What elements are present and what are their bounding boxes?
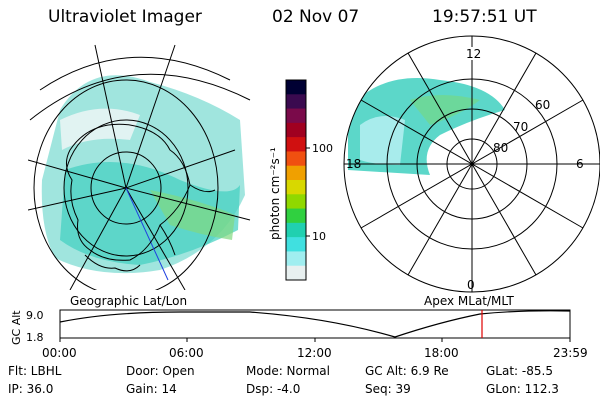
altitude-plot: 9.0 1.8 GC Alt <box>10 309 571 345</box>
coast-detail <box>84 254 141 272</box>
lat-circle <box>63 119 189 257</box>
xtick-label: 18:00 <box>424 346 459 360</box>
polar-emission-green <box>410 95 480 125</box>
meridians <box>28 44 251 290</box>
altitude-curve <box>59 310 571 338</box>
continent-outline <box>66 123 191 261</box>
xtick-label: 00:00 <box>42 346 77 360</box>
info-gcalt: GC Alt: 6.9 Re <box>365 364 449 378</box>
colorbar-cell <box>286 108 306 124</box>
ytick-label: 9.0 <box>26 309 44 322</box>
instrument-title: Ultraviolet Imager <box>48 7 202 27</box>
info-glat: GLat: -85.5 <box>486 364 553 378</box>
lat-arc <box>29 73 251 121</box>
colorbar-cell <box>286 265 306 281</box>
mlt-label-0: 0 <box>467 278 475 292</box>
colorbar-tick-label: 10 <box>312 230 326 243</box>
colorbar-unit-label: photon cm⁻²s⁻¹ <box>268 147 282 240</box>
info-dsp: Dsp: -4.0 <box>246 382 301 396</box>
colorbar-tick-label: 100 <box>312 142 333 155</box>
time-label: 19:57:51 UT <box>432 7 537 27</box>
emission-green <box>150 190 235 240</box>
colorbar-cell <box>286 122 306 138</box>
colorbar-cell <box>286 237 306 252</box>
info-flt: Flt: LBHL <box>8 364 62 378</box>
left-panel-label: Geographic Lat/Lon <box>70 294 188 308</box>
mlt-label-12: 12 <box>466 47 481 61</box>
polar-emission-faint <box>360 116 405 165</box>
polar-plot: 12 6 18 0 60 70 80 <box>343 35 600 293</box>
lat-circle <box>33 79 219 290</box>
mlat-label-80: 80 <box>493 141 508 155</box>
xtick-label: 12:00 <box>297 346 332 360</box>
altitude-ylabel: GC Alt <box>10 310 23 345</box>
colorbar-cell <box>286 251 306 267</box>
xtick-label: 06:00 <box>169 346 204 360</box>
lat-circle <box>90 151 162 225</box>
info-mode: Mode: Normal <box>246 364 330 378</box>
info-seq: Seq: 39 <box>365 382 411 396</box>
info-glon: GLon: 112.3 <box>486 382 559 396</box>
lat-arc <box>39 56 231 91</box>
colorbar: 100 10 photon cm⁻²s⁻¹ <box>268 79 333 281</box>
colorbar-cell <box>286 222 306 238</box>
colorbar-cell <box>286 80 306 95</box>
terminator-line <box>125 187 169 281</box>
date-label: 02 Nov 07 <box>272 7 360 27</box>
colorbar-cell <box>286 94 306 110</box>
mlt-label-18: 18 <box>346 157 361 171</box>
coast-detail <box>159 224 176 256</box>
xtick-label: 23:59 <box>553 346 588 360</box>
colorbar-cell <box>286 165 306 181</box>
mlat-label-70: 70 <box>513 120 528 134</box>
mlt-lines <box>344 36 600 292</box>
emission-faint <box>60 108 140 150</box>
info-gain: Gain: 14 <box>126 382 177 396</box>
mlt-label-6: 6 <box>576 157 584 171</box>
colorbar-cell <box>286 194 306 210</box>
colorbar-cell <box>286 208 306 224</box>
geographic-map <box>28 44 251 290</box>
colorbar-cell <box>286 151 306 167</box>
right-panel-label: Apex MLat/MLT <box>424 294 514 308</box>
mlat-label-60: 60 <box>535 98 550 112</box>
ytick-label: 1.8 <box>26 331 44 344</box>
altitude-plot-frame <box>59 309 571 339</box>
colorbar-cell <box>286 180 306 195</box>
info-door: Door: Open <box>126 364 195 378</box>
info-ip: IP: 36.0 <box>8 382 54 396</box>
coast-detail <box>189 184 216 193</box>
colorbar-cell <box>286 137 306 152</box>
